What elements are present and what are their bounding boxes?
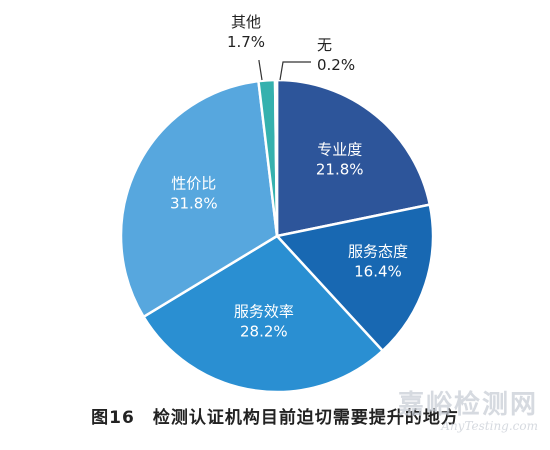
pie-slice — [273, 78, 279, 238]
figure-caption: 图16 检测认证机构目前迫切需要提升的地方 — [0, 403, 550, 428]
slice-label: 服务效率 — [234, 303, 294, 321]
slice-label: 服务态度 — [348, 243, 408, 261]
figure-number: 图16 — [91, 408, 135, 428]
leader-line — [279, 61, 311, 81]
slice-value-label: 31.8% — [170, 194, 218, 212]
pie-slice — [275, 78, 432, 238]
slice-value-label: 0.2% — [317, 56, 355, 74]
slice-value-label: 16.4% — [354, 263, 402, 281]
pie-slice — [142, 234, 384, 394]
pie-slice — [119, 79, 279, 319]
slice-label: 其他 — [231, 13, 261, 31]
pie-slice — [275, 203, 435, 353]
leader-line — [258, 60, 263, 81]
watermark: 嘉峪检测网 AnyTesting.com — [398, 392, 538, 432]
slice-value-label: 21.8% — [316, 161, 364, 179]
slice-label: 无 — [317, 36, 332, 54]
slice-value-label: 1.7% — [227, 33, 265, 51]
slice-value-label: 28.2% — [240, 323, 288, 341]
watermark-sub: AnyTesting.com — [441, 419, 538, 433]
slice-label: 专业度 — [317, 141, 362, 159]
pie-chart: 专业度 21.8% 服务态度 16.4% 服务效率 28.2% 性价比 31.8% 其他 1.7%… — [119, 13, 435, 394]
watermark-main: 嘉峪检测网 — [397, 390, 538, 420]
slice-label: 性价比 — [171, 174, 216, 192]
figure-title: 检测认证机构目前迫切需要提升的地方 — [152, 408, 459, 428]
